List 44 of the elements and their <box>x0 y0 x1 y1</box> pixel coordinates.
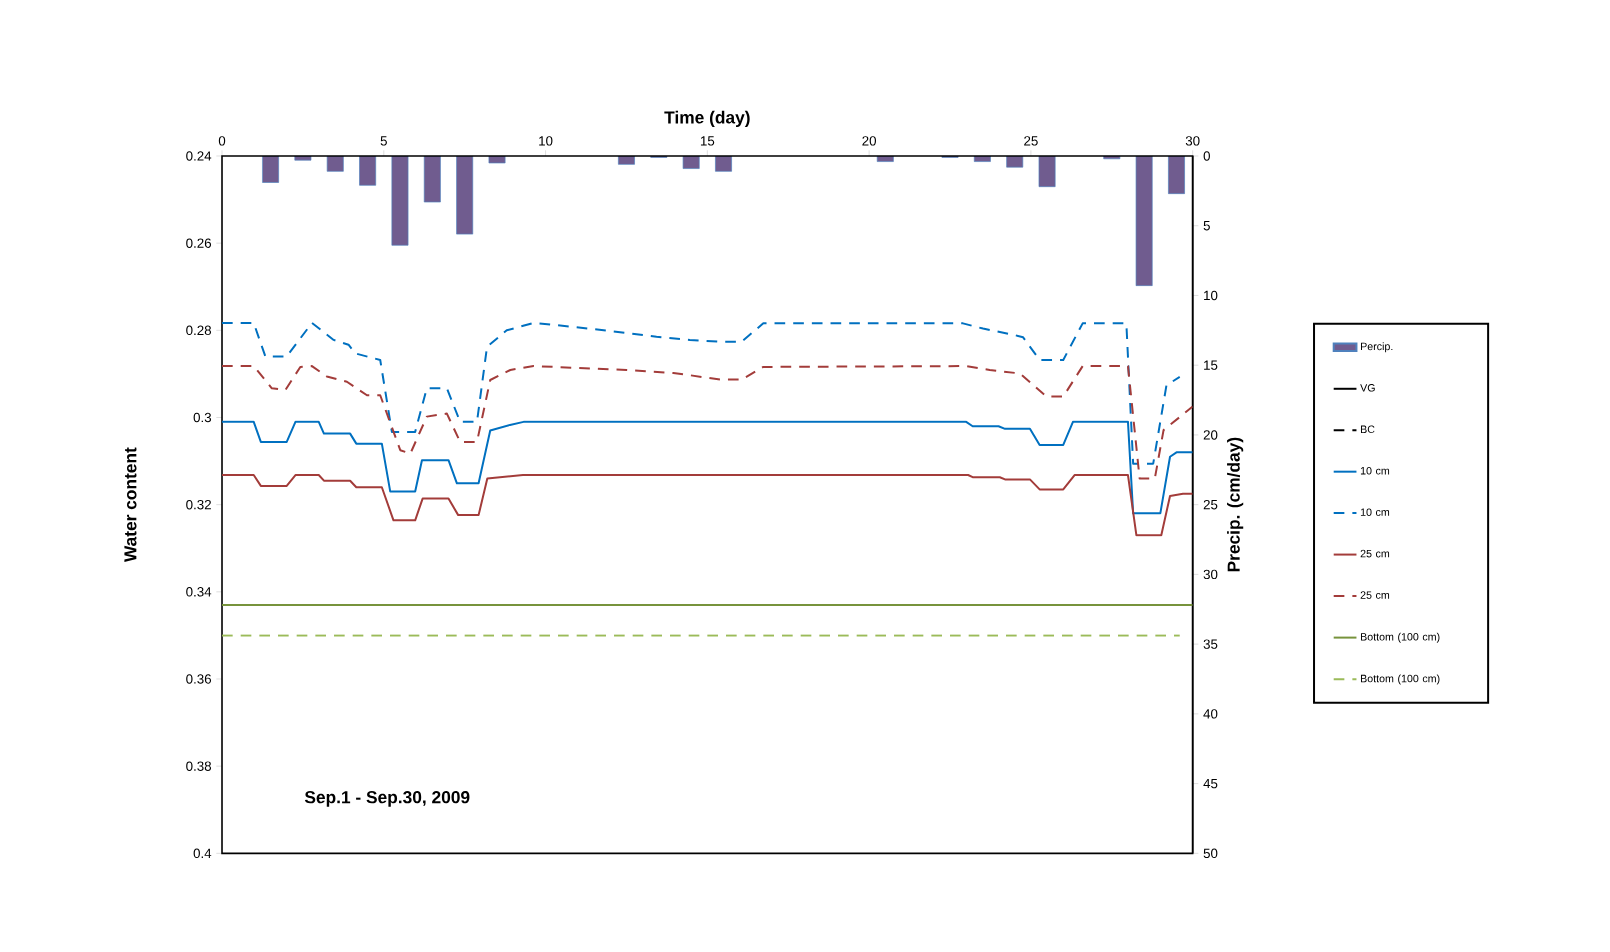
legend-label: 25 cm <box>1360 549 1390 558</box>
x-tick-label: 30 <box>1185 136 1200 146</box>
x-tick-label: 25 <box>1024 136 1038 146</box>
y-tick-label: 0.36 <box>186 674 212 684</box>
legend-label: 25 cm <box>1360 591 1390 599</box>
line-series <box>222 365 1193 480</box>
y2-axis-title: Precip. (cm/day) <box>1227 437 1244 572</box>
legend-label: Percip. <box>1361 342 1393 353</box>
y2-tick-label: 15 <box>1204 360 1218 370</box>
y-tick-label: 0.3 <box>193 412 212 423</box>
y2-tick-label: 0 <box>1203 151 1210 161</box>
x-tick-label: 10 <box>539 136 553 146</box>
x-axis-title: Time (day) <box>664 110 750 127</box>
y-axis-title: Water content <box>124 447 137 563</box>
annotation: Sep.1 - Sep.30, 2009 <box>304 791 470 807</box>
y2-tick-label: 35 <box>1203 639 1218 649</box>
y2-tick-label: 30 <box>1203 569 1218 580</box>
y-tick-label: 0.24 <box>186 151 212 161</box>
legend-label: Bottom (100 cm) <box>1361 674 1440 685</box>
y-tick-label: 0.32 <box>186 499 211 510</box>
y2-tick-label: 20 <box>1203 430 1218 440</box>
legend-label: VG <box>1360 384 1375 392</box>
y2-tick-label: 40 <box>1203 709 1218 719</box>
x-tick-label: 15 <box>700 136 715 146</box>
legend-label: Bottom (100 cm) <box>1361 632 1440 643</box>
y-tick-label: 0.26 <box>186 238 212 248</box>
x-tick-label: 0 <box>218 136 226 146</box>
legend-label: 10 cm <box>1360 466 1390 475</box>
y-tick-label: 0.38 <box>186 761 212 771</box>
y-tick-label: 0.28 <box>186 325 212 336</box>
y-tick-label: 0.4 <box>193 848 212 859</box>
x-tick-label: 5 <box>380 136 387 146</box>
y2-tick-label: 10 <box>1204 290 1218 301</box>
bar <box>456 156 474 235</box>
y2-tick-label: 5 <box>1203 221 1210 231</box>
y2-tick-label: 45 <box>1203 778 1218 789</box>
y-tick-label: 0.34 <box>186 587 212 597</box>
legend-label: 10 cm <box>1360 508 1390 516</box>
line-series <box>222 474 1193 537</box>
bar <box>1135 156 1153 287</box>
y2-tick-label: 25 <box>1203 499 1218 510</box>
legend-label: BC <box>1361 425 1375 434</box>
y2-tick-label: 50 <box>1203 848 1218 859</box>
x-tick-label: 20 <box>862 136 877 146</box>
